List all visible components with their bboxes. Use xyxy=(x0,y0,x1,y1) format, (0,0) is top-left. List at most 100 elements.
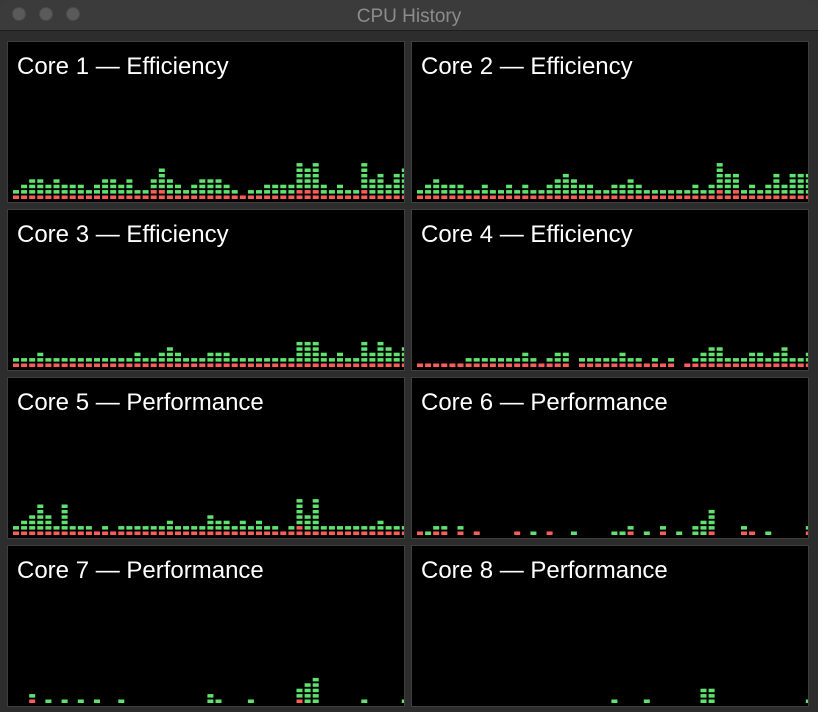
user-load-block xyxy=(619,531,626,535)
system-load-block xyxy=(256,531,262,535)
system-load-block xyxy=(805,531,808,535)
system-load-block xyxy=(554,363,561,367)
user-load-block xyxy=(741,190,747,194)
system-load-block xyxy=(280,195,287,199)
user-load-block xyxy=(247,190,254,194)
user-load-block xyxy=(498,190,504,194)
user-load-block xyxy=(377,184,384,189)
user-load-block xyxy=(684,190,691,194)
zoom-button[interactable] xyxy=(66,7,80,21)
core-1-title: Core 1 — Efficiency xyxy=(17,53,229,80)
user-load-block xyxy=(126,526,133,530)
user-load-block xyxy=(708,352,715,357)
user-load-block xyxy=(789,179,796,183)
system-load-block xyxy=(732,195,739,199)
user-load-block xyxy=(61,699,68,703)
user-load-block xyxy=(377,347,384,351)
user-load-block xyxy=(37,352,44,357)
system-load-block xyxy=(425,363,432,367)
user-load-block xyxy=(385,358,392,362)
system-load-block xyxy=(126,363,133,367)
user-load-block xyxy=(175,526,181,530)
system-load-block xyxy=(158,531,165,535)
user-load-block xyxy=(150,184,157,189)
user-load-block xyxy=(191,526,198,530)
system-load-block xyxy=(175,531,181,535)
system-load-block xyxy=(587,195,594,199)
system-load-block xyxy=(489,363,496,367)
system-load-block xyxy=(150,531,157,535)
user-load-block xyxy=(134,526,141,530)
minimize-button[interactable] xyxy=(39,7,53,21)
system-load-block xyxy=(393,363,400,367)
system-load-block xyxy=(191,195,198,199)
system-load-block xyxy=(724,363,731,367)
user-load-block xyxy=(312,520,319,525)
user-load-block xyxy=(361,699,368,703)
system-load-block xyxy=(312,531,319,535)
user-load-block xyxy=(522,190,529,194)
user-load-block xyxy=(611,190,618,194)
user-load-block xyxy=(570,531,577,535)
system-load-block xyxy=(489,195,496,199)
system-load-block xyxy=(69,363,76,367)
user-load-block xyxy=(425,531,432,535)
user-load-block xyxy=(247,358,254,362)
user-load-block xyxy=(635,184,642,189)
title-bar[interactable]: CPU History xyxy=(0,0,818,31)
system-load-block xyxy=(320,531,327,535)
user-load-block xyxy=(102,190,109,194)
system-load-block xyxy=(377,531,384,535)
system-load-block xyxy=(708,531,715,535)
system-load-block xyxy=(110,531,117,535)
user-load-block xyxy=(296,173,303,178)
system-load-block xyxy=(77,531,84,535)
core-2-title: Core 2 — Efficiency xyxy=(421,53,633,80)
user-load-block xyxy=(700,526,707,530)
user-load-block xyxy=(716,352,723,357)
core-1-panel: Core 1 — Efficiency xyxy=(7,41,405,203)
system-load-block xyxy=(175,195,181,199)
system-load-block xyxy=(498,195,504,199)
user-load-block xyxy=(377,190,384,194)
user-load-block xyxy=(158,184,165,189)
user-load-block xyxy=(296,509,303,514)
user-load-block xyxy=(118,184,125,189)
user-load-block xyxy=(37,179,44,183)
user-load-block xyxy=(45,520,52,525)
system-load-block xyxy=(611,363,618,367)
system-load-block xyxy=(660,531,666,535)
user-load-block xyxy=(781,358,788,362)
system-load-block xyxy=(425,195,432,199)
user-load-block xyxy=(158,352,165,357)
user-load-block xyxy=(207,520,214,525)
system-load-block xyxy=(481,363,488,367)
system-load-block xyxy=(191,531,198,535)
system-load-block xyxy=(239,363,246,367)
user-load-block xyxy=(765,190,772,194)
system-load-block xyxy=(280,363,287,367)
user-load-block xyxy=(773,190,780,194)
user-load-block xyxy=(805,190,808,194)
user-load-block xyxy=(651,190,658,194)
user-load-block xyxy=(37,526,44,530)
system-load-block xyxy=(166,531,173,535)
user-load-block xyxy=(773,184,780,189)
user-load-block xyxy=(369,190,376,194)
user-load-block xyxy=(166,179,173,183)
user-load-block xyxy=(627,190,634,194)
system-load-block xyxy=(506,363,513,367)
system-load-block xyxy=(668,195,675,199)
user-load-block xyxy=(45,526,52,530)
system-load-block xyxy=(692,195,699,199)
core-7-title: Core 7 — Performance xyxy=(17,557,264,584)
close-button[interactable] xyxy=(12,7,26,21)
system-load-block xyxy=(635,363,642,367)
core-3-history-chart xyxy=(13,341,404,367)
system-load-block xyxy=(45,363,52,367)
user-load-block xyxy=(603,190,610,194)
core-6-panel: Core 6 — Performance xyxy=(411,377,809,539)
system-load-block xyxy=(223,363,230,367)
user-load-block xyxy=(280,190,287,194)
core-grid: Core 1 — Efficiency Core 2 — Efficiency … xyxy=(0,31,818,712)
